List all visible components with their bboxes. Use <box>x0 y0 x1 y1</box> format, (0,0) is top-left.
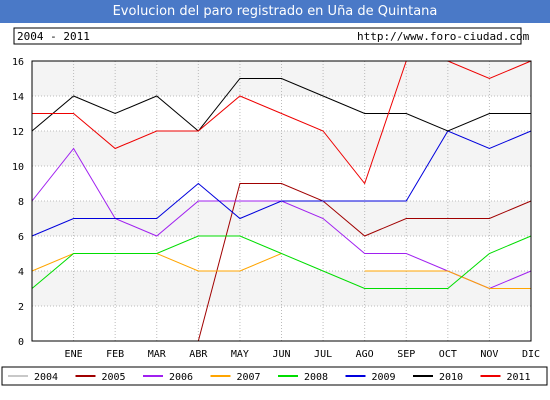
plot-border <box>31 60 532 342</box>
source-url: http://www.foro-ciudad.com <box>357 30 530 43</box>
x-tick-label: JUL <box>314 349 332 360</box>
y-tick-label: 2 <box>18 302 24 313</box>
period-label: 2004 - 2011 <box>17 30 90 43</box>
plot-band <box>32 271 531 306</box>
series-line-2005 <box>197 183 532 342</box>
y-tick-label: 6 <box>18 232 24 243</box>
x-tick-label: ABR <box>189 349 208 360</box>
axes <box>31 60 532 342</box>
chart-title: Evolucion del paro registrado en Uña de … <box>0 0 550 23</box>
x-tick-labels: ENE FEB MAR ABR MAY JUN JUL AGO SEP OCT NOV DIC <box>65 349 540 360</box>
series-group <box>31 60 532 342</box>
legend-label-2005: 2005 <box>102 372 126 383</box>
legend-label-2008: 2008 <box>304 372 328 383</box>
x-tick-label: JUN <box>272 349 290 360</box>
legend-label-2006: 2006 <box>169 372 193 383</box>
x-tick-label: NOV <box>480 349 498 360</box>
y-tick-label: 12 <box>12 127 24 138</box>
series-line-2010 <box>31 78 531 132</box>
y-tick-label: 4 <box>18 267 24 278</box>
series-line-2008 <box>31 235 532 289</box>
x-tick-label: MAR <box>148 349 167 360</box>
series-line-2007 <box>364 270 531 289</box>
legend-label-2007: 2007 <box>237 372 261 383</box>
y-tick-label: 14 <box>12 92 24 103</box>
y-tick-label: 10 <box>12 162 24 173</box>
x-tick-label: MAY <box>231 349 249 360</box>
x-tick-label: OCT <box>439 349 457 360</box>
y-tick-labels: 0 2 4 6 8 10 12 14 16 <box>12 57 24 348</box>
x-tick-label: SEP <box>397 349 415 360</box>
x-tick-label: DIC <box>522 349 540 360</box>
legend-box <box>1 366 548 386</box>
y-tick-label: 0 <box>18 337 24 348</box>
legend-label-2009: 2009 <box>372 372 396 383</box>
y-tick-label: 16 <box>12 57 24 68</box>
x-tick-label: ENE <box>65 349 83 360</box>
info-box <box>13 27 522 45</box>
legend-label-2010: 2010 <box>439 372 463 383</box>
legend-label-2004: 2004 <box>34 372 58 383</box>
x-tick-label: FEB <box>106 349 124 360</box>
legend: 2004 2005 2006 2007 2008 2009 2010 2011 <box>1 366 548 386</box>
y-tick-label: 8 <box>18 197 24 208</box>
legend-label-2011: 2011 <box>507 372 531 383</box>
x-tick-label: AGO <box>356 349 374 360</box>
